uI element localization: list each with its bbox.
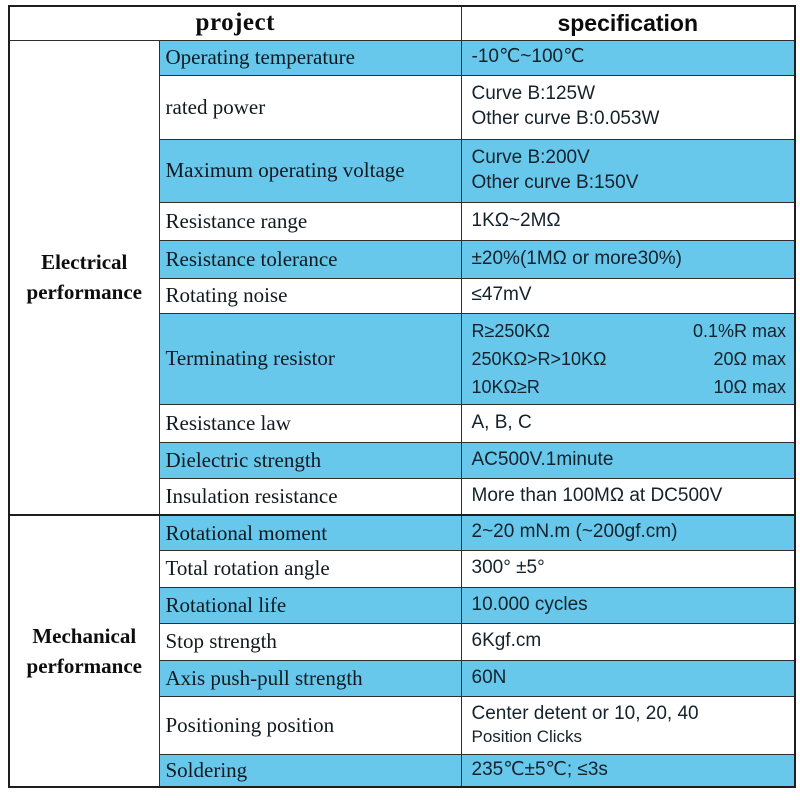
value-line: Other curve B:150V [471,171,639,193]
row-label: rated power [158,74,462,140]
value-line: Center detent or 10, 20, 40 [471,702,699,724]
table-row: Maximum operating voltage Curve B:200V O… [9,138,796,203]
value-line: 60N [471,666,507,688]
table-row: Total rotation angle 300° ±5° [9,549,796,588]
row-label: Total rotation angle [158,549,462,588]
row-value: ≤47mV [460,277,796,314]
table-row: Dielectric strength AC500V.1minute [9,441,796,479]
value-line: -10℃~100℃ [471,46,585,68]
value-line: Curve B:200V [471,146,590,168]
value-line: Curve B:125W [471,83,596,105]
value-line: 10.000 cycles [471,593,588,615]
row-value: 10.000 cycles [460,586,796,624]
row-value: 235℃±5℃; ≤3s [460,753,796,788]
row-value: AC500V.1minute [460,441,796,479]
value-line: 1KΩ~2MΩ [471,209,561,231]
header-specification: specification [460,5,796,41]
table-row: Insulation resistance More than 100MΩ at… [9,477,796,516]
value-line: More than 100MΩ at DC500V [471,484,723,506]
value-line: 235℃±5℃; ≤3s [471,758,608,780]
row-value: Center detent or 10, 20, 40 Position Cli… [460,695,796,755]
row-label: Terminating resistor [158,312,462,405]
table-row: Rotational life 10.000 cycles [9,586,796,624]
row-value: Curve B:200V Other curve B:150V [460,138,796,203]
condition-text: 10KΩ≥R [471,376,540,397]
limit-text: 20Ω max [713,348,786,369]
row-label: Stop strength [158,622,462,661]
table-row: Stop strength 6Kgf.cm [9,622,796,661]
row-label: Rotational moment [158,514,462,551]
value-line: AC500V.1minute [471,448,614,470]
header-project: project [8,5,462,41]
table-row: rated power Curve B:125W Other curve B:0… [9,74,796,140]
value-line: 2~20 mN.m (~200gf.cm) [471,521,678,543]
condition-line: 250KΩ>R>10KΩ 20Ω max [472,345,787,373]
value-line: ≤47mV [471,284,532,306]
row-value: -10℃~100℃ [460,39,796,76]
row-label: Rotating noise [158,277,462,314]
row-value: 6Kgf.cm [460,622,796,661]
row-label: Insulation resistance [158,477,462,516]
row-value: More than 100MΩ at DC500V [460,477,796,516]
row-label: Rotational life [158,586,462,624]
row-label: Positioning position [158,695,462,755]
table-row: Electrical performance Operating tempera… [8,39,796,516]
row-label: Resistance range [158,201,462,241]
table-row: Resistance range 1KΩ~2MΩ [9,201,796,241]
table-row: Terminating resistor R≥250KΩ 0.1%R max 2… [9,312,796,405]
value-line: 300° ±5° [471,557,545,579]
table-row: Resistance law A, B, C [9,403,796,443]
header-row: project specification [8,5,796,41]
condition-text: R≥250KΩ [471,320,550,341]
value-line: Position Clicks [471,727,583,747]
row-label: Axis push-pull strength [158,659,462,697]
row-label: Operating temperature [158,39,462,76]
table-row: Resistance tolerance ±20%(1MΩ or more30%… [9,239,796,279]
spec-table: project specification Electrical perform… [8,5,796,788]
limit-text: 10Ω max [713,376,786,397]
table-row: Soldering 235℃±5℃; ≤3s [9,753,796,788]
row-label: Resistance law [158,403,462,443]
row-value: Curve B:125W Other curve B:0.053W [460,74,796,140]
row-value: 2~20 mN.m (~200gf.cm) [460,514,796,551]
condition-line: 10KΩ≥R 10Ω max [472,373,787,401]
table-row: Mechanical performance Rotational moment… [8,514,796,788]
group-mechanical-performance: Mechanical performance [8,514,160,788]
table-row: Axis push-pull strength 60N [9,659,796,697]
limit-text: 0.1%R max [692,320,786,341]
row-label: Dielectric strength [158,441,462,479]
condition-line: R≥250KΩ 0.1%R max [472,317,787,345]
value-line: 6Kgf.cm [471,630,542,652]
row-value: R≥250KΩ 0.1%R max 250KΩ>R>10KΩ 20Ω max 1… [460,312,796,405]
condition-text: 250KΩ>R>10KΩ [471,348,607,369]
row-value: 60N [460,659,796,697]
value-line: A, B, C [471,411,532,433]
row-label: Soldering [158,753,462,788]
row-value: ±20%(1MΩ or more30%) [460,239,796,279]
row-value: A, B, C [460,403,796,443]
value-line: ±20%(1MΩ or more30%) [471,247,682,269]
row-value: 1KΩ~2MΩ [460,201,796,241]
table-row: Positioning position Center detent or 10… [9,695,796,755]
row-label: Maximum operating voltage [158,138,462,203]
row-value: 300° ±5° [460,549,796,588]
row-label: Resistance tolerance [158,239,462,279]
value-line: Other curve B:0.053W [471,108,660,129]
group-electrical-performance: Electrical performance [8,39,160,516]
